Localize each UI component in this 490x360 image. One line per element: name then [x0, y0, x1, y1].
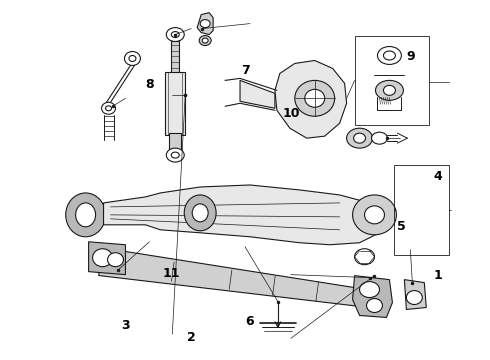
Polygon shape	[98, 248, 391, 310]
Polygon shape	[240, 80, 275, 108]
Ellipse shape	[192, 204, 208, 222]
Ellipse shape	[295, 80, 335, 116]
Polygon shape	[197, 13, 213, 35]
Ellipse shape	[172, 32, 179, 37]
Ellipse shape	[353, 195, 396, 235]
Ellipse shape	[360, 282, 379, 298]
Text: 10: 10	[283, 107, 300, 120]
Ellipse shape	[166, 28, 184, 41]
Ellipse shape	[355, 249, 374, 265]
Ellipse shape	[166, 148, 184, 162]
Polygon shape	[89, 242, 125, 275]
Polygon shape	[103, 185, 390, 245]
Ellipse shape	[202, 38, 208, 43]
Bar	[394, 165, 449, 255]
Ellipse shape	[75, 203, 96, 227]
Polygon shape	[353, 276, 392, 318]
Ellipse shape	[66, 193, 105, 237]
Ellipse shape	[199, 36, 211, 45]
Ellipse shape	[107, 253, 123, 267]
Polygon shape	[172, 41, 179, 75]
Ellipse shape	[384, 85, 395, 95]
Ellipse shape	[172, 152, 179, 158]
Text: 11: 11	[163, 267, 180, 280]
Text: 4: 4	[434, 170, 442, 183]
Ellipse shape	[105, 106, 112, 111]
Polygon shape	[165, 72, 185, 135]
Ellipse shape	[101, 102, 116, 114]
Polygon shape	[404, 280, 426, 310]
Ellipse shape	[384, 51, 395, 60]
Bar	[355, 36, 429, 125]
Text: 2: 2	[187, 331, 196, 344]
Ellipse shape	[367, 298, 383, 312]
Text: 9: 9	[407, 50, 415, 63]
Ellipse shape	[200, 20, 210, 28]
Text: 6: 6	[245, 315, 254, 328]
Ellipse shape	[305, 89, 325, 107]
Text: 5: 5	[397, 220, 406, 233]
Ellipse shape	[346, 128, 372, 148]
Polygon shape	[169, 133, 181, 150]
Polygon shape	[275, 60, 346, 138]
Ellipse shape	[365, 206, 385, 224]
Ellipse shape	[354, 133, 366, 143]
Ellipse shape	[406, 291, 422, 305]
Ellipse shape	[129, 55, 136, 62]
Ellipse shape	[124, 51, 141, 66]
Ellipse shape	[93, 249, 113, 267]
Text: 3: 3	[121, 319, 130, 332]
Text: 8: 8	[146, 78, 154, 91]
Ellipse shape	[184, 195, 216, 231]
Ellipse shape	[377, 46, 401, 64]
Ellipse shape	[375, 80, 403, 100]
Text: 7: 7	[241, 64, 249, 77]
Ellipse shape	[371, 132, 388, 144]
Text: 1: 1	[434, 269, 442, 282]
